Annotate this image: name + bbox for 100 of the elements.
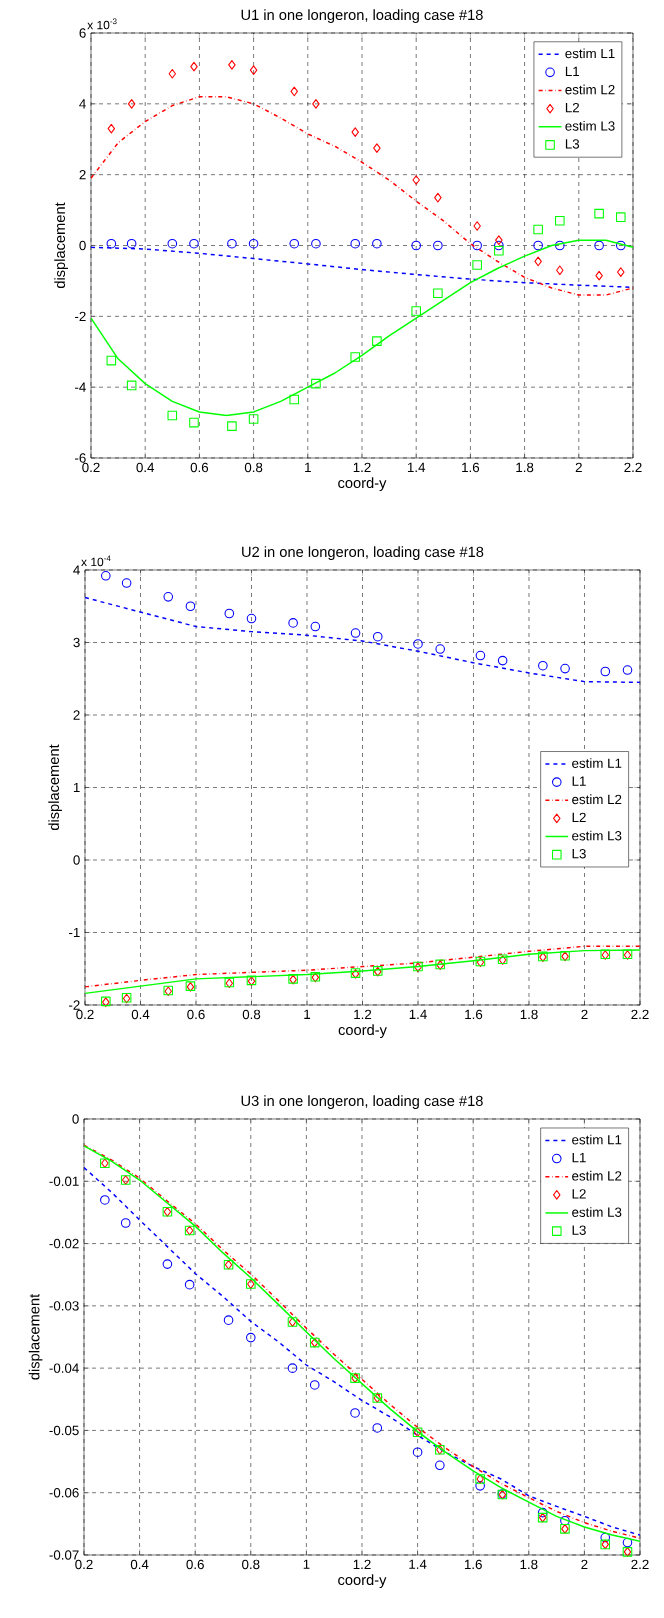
y-tick-label: 1 [73, 782, 80, 793]
x-tick-label: 1 [304, 1009, 311, 1019]
point [411, 240, 421, 251]
y-tick-label: 2 [79, 170, 86, 180]
y-tick-label: -0.06 [49, 1487, 79, 1498]
point [472, 240, 482, 251]
point [107, 123, 116, 134]
y-tick-label: -2 [75, 311, 86, 321]
point [227, 421, 237, 431]
point [350, 628, 361, 638]
x-tick-label: 0.8 [242, 1559, 260, 1570]
legend-label: estim L3 [565, 120, 615, 131]
point [127, 99, 136, 109]
y-tick-label: -0.01 [49, 1176, 79, 1186]
point [190, 61, 198, 72]
y-tick-label: -6 [75, 453, 86, 463]
line-series [91, 96, 633, 296]
point [372, 238, 382, 249]
point [534, 256, 542, 267]
x-tick-label: 0.4 [130, 1559, 149, 1570]
y-axis-title: displacement [54, 202, 68, 289]
legend-label: estim L2 [572, 1170, 622, 1181]
chart-title: U3 in one longeron, loading case #18 [241, 1095, 483, 1109]
point [594, 208, 604, 219]
point [311, 378, 321, 389]
point [412, 175, 420, 185]
point [497, 655, 508, 666]
point [433, 240, 443, 251]
x-axis-title: coord-y [338, 1574, 387, 1588]
point [537, 1507, 548, 1518]
y-tick-label: -0.07 [49, 1550, 79, 1560]
point [287, 1363, 298, 1373]
point [290, 86, 298, 97]
y-axis-title: displacement [28, 1293, 43, 1380]
legend-label: estim L3 [572, 1207, 622, 1217]
x-tick-label: 2 [581, 1009, 588, 1020]
point [350, 1408, 360, 1418]
point [595, 270, 603, 281]
point [473, 221, 481, 231]
x-axis-title: coord-y [338, 477, 387, 491]
point [106, 238, 117, 249]
y-tick-label: 0 [79, 240, 86, 251]
y-tick-label: -0.04 [49, 1363, 79, 1373]
x-tick-label: 0.4 [131, 1009, 150, 1020]
y-tick-label: 4 [79, 99, 86, 109]
legend-label: L2 [572, 1189, 586, 1199]
x-tick-label: 2.2 [631, 1009, 649, 1020]
legend-label: L3 [572, 1225, 586, 1235]
legend-label: L3 [565, 139, 580, 149]
point [412, 1447, 423, 1458]
point [248, 238, 259, 249]
point [289, 238, 300, 249]
x-tick-label: 0.2 [75, 1559, 93, 1570]
point [167, 410, 178, 421]
legend-label: L1 [572, 776, 586, 786]
y-tick-label: -4 [75, 382, 86, 392]
point [249, 65, 258, 75]
x-tick-label: 0.6 [186, 1559, 204, 1570]
point [435, 1460, 445, 1471]
point [120, 1218, 131, 1228]
x-tick-label: 2.2 [631, 1559, 649, 1569]
point [372, 631, 383, 642]
x-tick-label: 1.2 [353, 1559, 371, 1569]
point [533, 240, 543, 251]
legend-label: L2 [572, 812, 586, 822]
y-tick-label: -0.02 [49, 1238, 79, 1249]
x-tick-label: 0.2 [82, 462, 100, 473]
y-tick-label: 4 [73, 565, 80, 575]
legend-label: L3 [572, 848, 586, 859]
legend-label: estim L1 [572, 758, 622, 768]
x-tick-label: 0.2 [76, 1009, 94, 1020]
point [189, 417, 199, 428]
chart-title: U2 in one longeron, loading case #18 [242, 546, 484, 560]
point [184, 1279, 195, 1290]
y-tick-label: -1 [69, 927, 80, 938]
legend-label: L1 [565, 66, 580, 76]
x-tick-label: 2.2 [624, 462, 642, 473]
point [101, 570, 111, 581]
point [615, 240, 626, 251]
legend-label: estim L3 [572, 830, 622, 841]
x-tick-label: 0.6 [190, 462, 209, 473]
y-tick-label: 0 [73, 855, 80, 865]
text: x 10$^{-3}$ [87, 18, 117, 30]
x-tick-label: 1.2 [353, 462, 371, 473]
point [100, 1195, 110, 1205]
point [185, 601, 196, 612]
point [246, 613, 257, 624]
point [350, 352, 361, 362]
line-series [85, 596, 640, 684]
y-axis-title: displacement [48, 744, 62, 831]
point [227, 238, 237, 249]
x-tick-label: 1.8 [520, 1009, 538, 1020]
point [538, 660, 548, 671]
legend-label: estim L2 [565, 84, 615, 95]
point [560, 663, 570, 674]
x-tick-label: 1.6 [462, 462, 480, 473]
point [167, 238, 178, 249]
x-axis-title: coord-y [338, 1024, 387, 1038]
point [622, 665, 633, 675]
x-tick-label: 1.6 [464, 1559, 482, 1570]
